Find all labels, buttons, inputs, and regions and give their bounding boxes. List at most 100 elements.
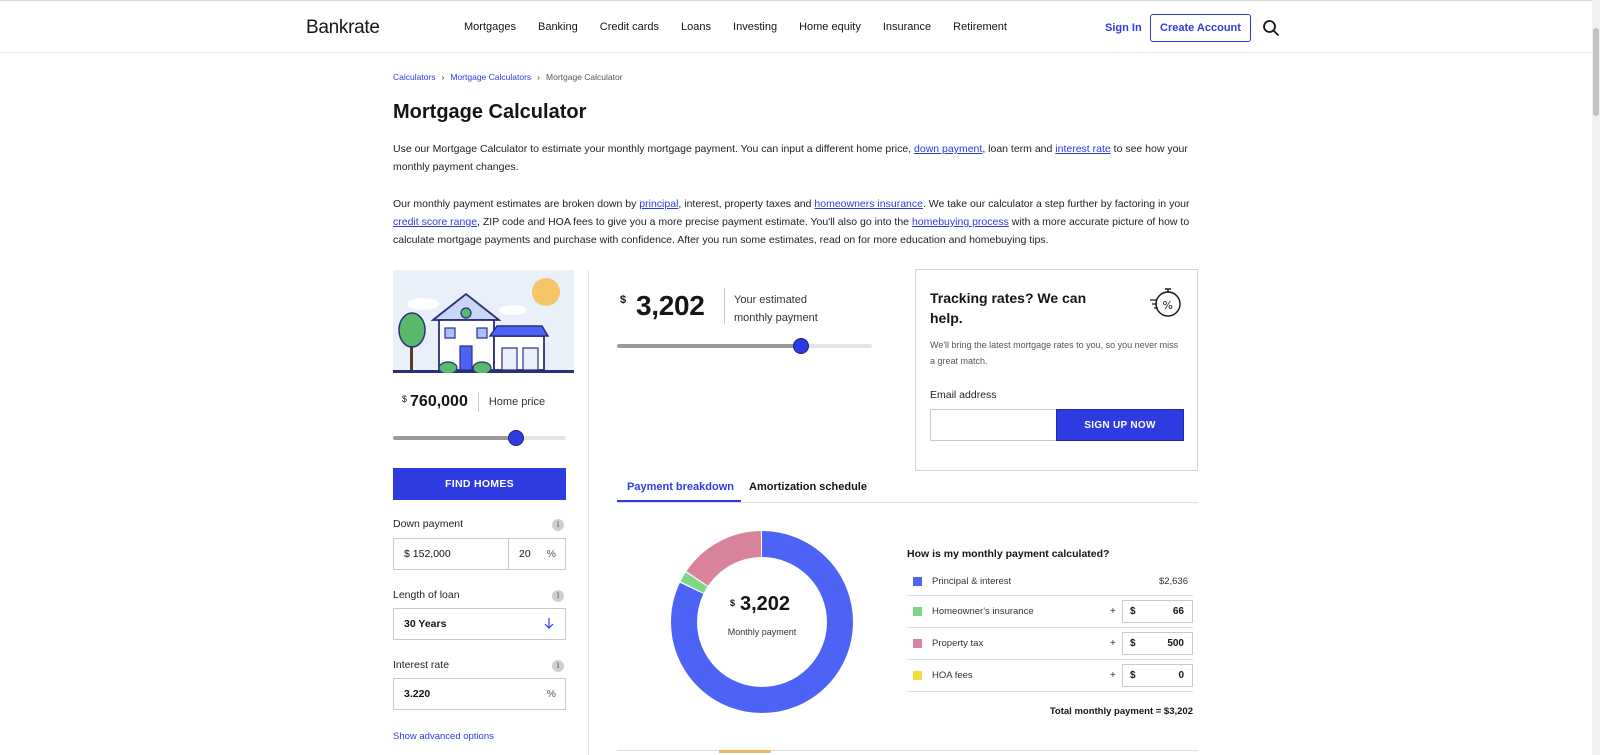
insurance-value: 66 bbox=[1172, 606, 1184, 617]
homebuying-process-link[interactable]: homebuying process bbox=[911, 216, 1009, 228]
section-divider bbox=[617, 750, 1198, 751]
payment-slider-thumb[interactable] bbox=[792, 338, 809, 354]
page-scrollbar[interactable] bbox=[1592, 0, 1600, 755]
interest-rate-label: Interest rate bbox=[393, 659, 450, 671]
breadcrumb-calculators[interactable]: Calculators bbox=[393, 72, 436, 82]
arrow-down-icon bbox=[544, 618, 554, 629]
donut-segment-principal bbox=[671, 531, 853, 713]
property-tax-value: 500 bbox=[1167, 638, 1184, 649]
breadcrumb-mortgage-calculators[interactable]: Mortgage Calculators bbox=[450, 72, 532, 82]
down-payment-percent-value: 20 bbox=[519, 548, 531, 560]
payment-donut-chart bbox=[671, 531, 853, 713]
home-price-currency: $ bbox=[402, 394, 408, 404]
info-icon[interactable]: i bbox=[552, 519, 564, 531]
intro-text: Our monthly payment estimates are broken… bbox=[393, 198, 640, 210]
donut-payment-label: Monthly payment bbox=[727, 627, 797, 637]
principal-link[interactable]: principal bbox=[639, 198, 679, 210]
hoa-label: HOA fees bbox=[932, 670, 973, 681]
percent-timer-icon: % bbox=[1150, 288, 1181, 317]
info-icon[interactable]: i bbox=[552, 590, 564, 602]
main-nav: Mortgages Banking Credit cards Loans Inv… bbox=[464, 21, 1029, 33]
tab-payment-breakdown[interactable]: Payment breakdown bbox=[627, 481, 734, 493]
nav-insurance[interactable]: Insurance bbox=[882, 21, 932, 33]
email-address-input[interactable] bbox=[930, 409, 1057, 441]
home-price-value[interactable]: 760,000 bbox=[410, 393, 468, 410]
section-accent bbox=[719, 750, 771, 753]
nav-mortgages[interactable]: Mortgages bbox=[464, 21, 516, 33]
nav-loans[interactable]: Loans bbox=[681, 21, 712, 33]
search-icon[interactable] bbox=[1262, 19, 1280, 37]
hoa-swatch bbox=[913, 671, 922, 680]
length-of-loan-value: 30 Years bbox=[404, 618, 447, 630]
property-tax-label: Property tax bbox=[932, 638, 984, 649]
breadcrumb-separator: › bbox=[537, 72, 541, 82]
plus-sign: + bbox=[1110, 670, 1116, 681]
find-homes-button[interactable]: FIND HOMES bbox=[393, 468, 566, 500]
homeowners-insurance-link[interactable]: homeowners insurance bbox=[814, 198, 923, 210]
home-price-label: Home price bbox=[488, 396, 546, 408]
bankrate-logo[interactable]: Bankrate bbox=[306, 17, 380, 38]
breadcrumb: Calculators › Mortgage Calculators › Mortgag… bbox=[393, 72, 623, 82]
percent-unit: % bbox=[546, 548, 556, 560]
tracking-rates-card: Tracking rates? We can help. % We'll bri… bbox=[915, 269, 1198, 471]
intro-text: Use our Mortgage Calculator to estimate … bbox=[393, 143, 915, 155]
breakdown-row-principal: Principal & interest $2,636 bbox=[907, 566, 1193, 596]
breakdown-title: How is my monthly payment calculated? bbox=[907, 548, 1110, 560]
insurance-input[interactable]: $ 66 bbox=[1122, 600, 1193, 623]
home-price-display: $ 760,000 Home price bbox=[402, 392, 545, 412]
divider bbox=[724, 288, 725, 324]
home-price-slider[interactable] bbox=[393, 430, 566, 446]
property-tax-input[interactable]: $ 500 bbox=[1122, 632, 1193, 655]
estimate-currency: $ bbox=[620, 294, 627, 306]
payment-slider-fill bbox=[617, 344, 801, 348]
percent-unit: % bbox=[546, 688, 556, 700]
intro-text: with a more accurate picture of how to c… bbox=[393, 216, 1190, 246]
down-payment-link[interactable]: down payment bbox=[914, 143, 983, 155]
currency: $ bbox=[1130, 606, 1136, 617]
tracking-description: We'll bring the latest mortgage rates to… bbox=[930, 340, 1179, 366]
intro-paragraph-1: Use our Mortgage Calculator to estimate … bbox=[393, 140, 1201, 176]
divider bbox=[477, 392, 479, 412]
house-icon bbox=[393, 270, 574, 373]
intro-text: , ZIP code and HOA fees to give you a mo… bbox=[477, 216, 912, 228]
nav-retirement[interactable]: Retirement bbox=[953, 21, 1007, 33]
principal-label: Principal & interest bbox=[932, 576, 1012, 587]
nav-home-equity[interactable]: Home equity bbox=[799, 21, 861, 33]
home-price-slider-thumb[interactable] bbox=[507, 430, 524, 446]
nav-banking[interactable]: Banking bbox=[537, 21, 578, 33]
site-header: Bankrate Mortgages Banking Credit cards … bbox=[0, 1, 1592, 53]
interest-rate-input[interactable]: 3.220 % bbox=[393, 678, 566, 710]
intro-text: , interest, property taxes and bbox=[678, 198, 815, 210]
breadcrumb-current: Mortgage Calculator bbox=[546, 72, 623, 82]
sign-up-now-button[interactable]: SIGN UP NOW bbox=[1056, 409, 1184, 441]
email-address-label: Email address bbox=[930, 389, 997, 401]
sign-in-link[interactable]: Sign In bbox=[1105, 22, 1142, 34]
credit-score-range-link[interactable]: credit score range bbox=[393, 216, 478, 228]
donut-currency: $ bbox=[730, 598, 736, 608]
down-payment-value: 152,000 bbox=[412, 548, 451, 560]
interest-rate-link[interactable]: interest rate bbox=[1055, 143, 1111, 155]
hoa-input[interactable]: $ 0 bbox=[1122, 664, 1193, 687]
tracking-title: Tracking rates? We can help. bbox=[930, 290, 1087, 326]
down-payment-amount-input[interactable]: $ 152,000 bbox=[393, 538, 509, 570]
active-tab-indicator bbox=[617, 500, 741, 502]
create-account-button[interactable]: Create Account bbox=[1150, 14, 1251, 42]
show-advanced-options-link[interactable]: Show advanced options bbox=[393, 731, 494, 742]
insurance-swatch bbox=[913, 607, 922, 616]
length-of-loan-select[interactable]: 30 Years bbox=[393, 608, 566, 640]
breakdown-row-property-tax: Property tax + $ 500 bbox=[907, 628, 1193, 660]
tab-amortization-schedule[interactable]: Amortization schedule bbox=[749, 481, 867, 493]
scrollbar-thumb[interactable] bbox=[1593, 28, 1599, 116]
intro-text: . We take our calculator a step further … bbox=[922, 198, 1190, 210]
svg-text:%: % bbox=[1163, 299, 1173, 312]
payment-slider[interactable] bbox=[617, 338, 872, 354]
nav-investing[interactable]: Investing bbox=[733, 21, 778, 33]
estimated-payment-label: Your estimated monthly payment bbox=[734, 294, 818, 324]
down-payment-percent-input[interactable]: 20 % bbox=[508, 538, 566, 570]
plus-sign: + bbox=[1110, 638, 1116, 649]
info-icon[interactable]: i bbox=[552, 660, 564, 672]
house-illustration bbox=[393, 270, 574, 373]
column-divider bbox=[588, 270, 589, 755]
tabs-divider bbox=[617, 502, 1198, 503]
nav-credit-cards[interactable]: Credit cards bbox=[599, 21, 660, 33]
